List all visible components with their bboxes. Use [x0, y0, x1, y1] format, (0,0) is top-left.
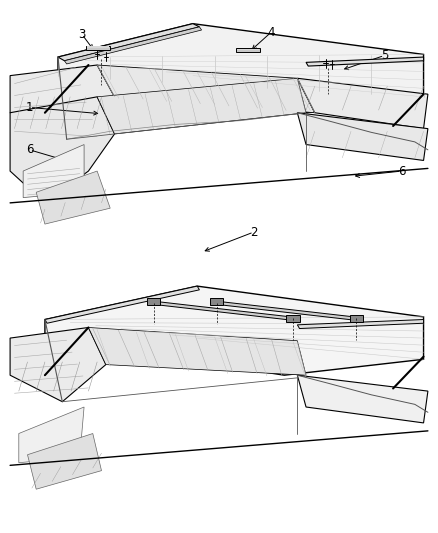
Polygon shape [86, 46, 110, 50]
Polygon shape [58, 23, 199, 61]
Polygon shape [297, 319, 424, 328]
Polygon shape [97, 78, 306, 134]
Text: 1: 1 [26, 101, 33, 114]
Polygon shape [45, 286, 424, 375]
Text: 3: 3 [78, 28, 85, 41]
Polygon shape [64, 27, 201, 64]
Polygon shape [28, 433, 102, 489]
Polygon shape [152, 301, 295, 320]
Polygon shape [45, 286, 199, 323]
Text: 6: 6 [26, 143, 33, 156]
Polygon shape [87, 46, 110, 48]
Polygon shape [88, 327, 306, 375]
Text: 2: 2 [250, 225, 258, 239]
Polygon shape [36, 171, 110, 224]
Polygon shape [297, 113, 428, 160]
Polygon shape [10, 65, 115, 139]
Polygon shape [237, 49, 259, 50]
Polygon shape [10, 327, 106, 402]
Polygon shape [19, 407, 84, 463]
Polygon shape [297, 375, 428, 423]
Text: 5: 5 [381, 49, 388, 62]
Polygon shape [297, 78, 428, 128]
Polygon shape [58, 23, 424, 113]
Polygon shape [237, 48, 260, 52]
Polygon shape [350, 315, 363, 321]
Polygon shape [147, 298, 160, 305]
Polygon shape [286, 315, 300, 321]
Polygon shape [97, 65, 315, 113]
Polygon shape [23, 144, 84, 198]
Polygon shape [210, 298, 223, 305]
Text: 6: 6 [398, 165, 406, 177]
Polygon shape [306, 57, 424, 66]
Polygon shape [10, 97, 115, 203]
Polygon shape [215, 301, 358, 320]
Text: 4: 4 [268, 26, 275, 38]
